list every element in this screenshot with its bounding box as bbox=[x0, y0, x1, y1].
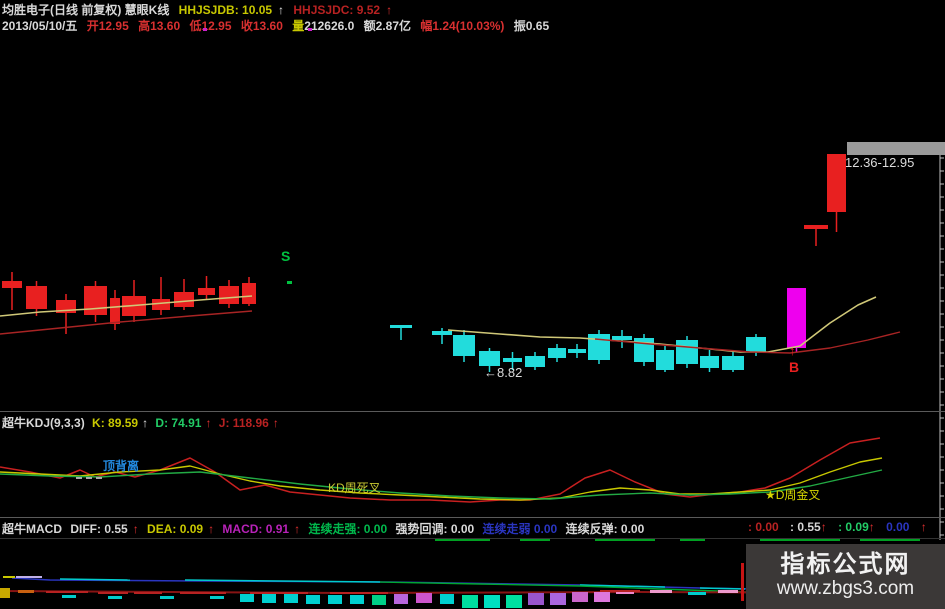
open-value: 开12.95 bbox=[86, 19, 129, 33]
panel-divider bbox=[0, 538, 945, 539]
low-price-callout: ←8.82 bbox=[484, 365, 523, 380]
d-golden-cross-annotation: ★D周金叉 bbox=[765, 488, 821, 502]
up-arrow-icon: ↑ bbox=[920, 520, 927, 534]
macd-dea-value: DEA: 0.09 bbox=[147, 522, 204, 536]
date-label: 2013/05/10/五 bbox=[2, 19, 78, 33]
up-arrow-icon: ↑ bbox=[294, 522, 301, 536]
buy-signal-marker: B bbox=[789, 359, 800, 375]
macd-diff-value: DIFF: 0.55 bbox=[70, 522, 128, 536]
macd-right-value: 0.00 bbox=[886, 520, 910, 534]
price-range-label: 12.36-12.95 bbox=[845, 155, 915, 170]
sell-signal-marker: S bbox=[281, 248, 291, 264]
high-value: 高13.60 bbox=[138, 19, 181, 33]
up-arrow-icon: ↑ bbox=[868, 520, 875, 534]
kdj-k-value: K: 89.59 bbox=[92, 416, 139, 430]
watermark-box: 指标公式网 www.zbgs3.com bbox=[746, 544, 945, 609]
header-line1: 均胜电子(日线 前复权) 慧眼K线 HHJSJDB: 10.05 ↑ HHJSJD… bbox=[2, 1, 398, 18]
macd-rebound: 连续反弹: 0.00 bbox=[565, 522, 645, 536]
top-divergence-annotation: 顶背离 bbox=[103, 459, 140, 473]
macd-strong-streak: 连续走强: 0.00 bbox=[308, 522, 388, 536]
stock-title: 均胜电子(日线 前复权) 慧眼K线 bbox=[2, 3, 170, 17]
volume-value: 212626.0 bbox=[304, 19, 355, 33]
macd-pullback: 强势回调: 0.00 bbox=[395, 522, 475, 536]
close-value: 收13.60 bbox=[240, 19, 283, 33]
up-arrow-icon: ↑ bbox=[205, 416, 212, 430]
sell-signal-dot bbox=[287, 281, 292, 284]
watermark-site-url: www.zbgs3.com bbox=[776, 578, 915, 600]
indicator-hhjsjdc: HHJSJDC: 9.52 bbox=[293, 3, 381, 17]
up-arrow-icon: ↑ bbox=[208, 522, 215, 536]
amount-value: 额2.87亿 bbox=[363, 19, 412, 33]
macd-macd-value: MACD: 0.91 bbox=[222, 522, 290, 536]
macd-right-value: : 0.00 bbox=[748, 520, 779, 534]
up-arrow-icon: ↑ bbox=[386, 3, 393, 17]
macd-title: 超牛MACD bbox=[2, 522, 62, 536]
up-arrow-icon: ↑ bbox=[820, 520, 827, 534]
macd-right-value: : 0.09 bbox=[838, 520, 869, 534]
amplitude-value: 振0.65 bbox=[513, 19, 550, 33]
kdj-title: 超牛KDJ(9,3,3) bbox=[2, 416, 85, 430]
kdj-d-value: D: 74.91 bbox=[155, 416, 202, 430]
header-line2: 2013/05/10/五 开12.95 高13.60 低12.95 收13.60… bbox=[2, 17, 555, 34]
macd-right-values: : 0.00 : 0.55↑ : 0.09↑ 0.00 ↑ bbox=[748, 520, 935, 534]
volume-label: 量 bbox=[292, 19, 305, 33]
kdj-panel-header: 超牛KDJ(9,3,3) K: 89.59 ↑ D: 74.91 ↑ J: 118.… bbox=[2, 414, 283, 431]
low-value: 低12.95 bbox=[189, 19, 232, 33]
up-arrow-icon: ↑ bbox=[272, 416, 279, 430]
macd-right-value: : 0.55 bbox=[790, 520, 821, 534]
kdj-j-value: J: 118.96 bbox=[218, 416, 269, 430]
macd-weak-streak: 连续走弱 0.00 bbox=[482, 522, 558, 536]
up-arrow-icon: ↑ bbox=[142, 416, 149, 430]
buy-signal-arrow-icon: ↑ bbox=[789, 343, 796, 358]
panel-divider bbox=[0, 517, 945, 518]
indicator-hhjsjdb: HHJSJDB: 10.05 bbox=[178, 3, 273, 17]
up-arrow-icon: ↑ bbox=[132, 522, 139, 536]
change-pct-value: 幅1.24(10.03%) bbox=[420, 19, 505, 33]
up-arrow-icon: ↑ bbox=[278, 3, 285, 17]
macd-panel-header: 超牛MACD DIFF: 0.55 ↑ DEA: 0.09 ↑ MACD: 0.91… bbox=[2, 520, 649, 537]
price-range-tooltip-bar bbox=[847, 142, 945, 155]
watermark-site-name: 指标公式网 bbox=[780, 550, 911, 578]
panel-divider bbox=[0, 411, 945, 412]
kd-death-cross-annotation: KD周死叉 bbox=[328, 481, 381, 495]
